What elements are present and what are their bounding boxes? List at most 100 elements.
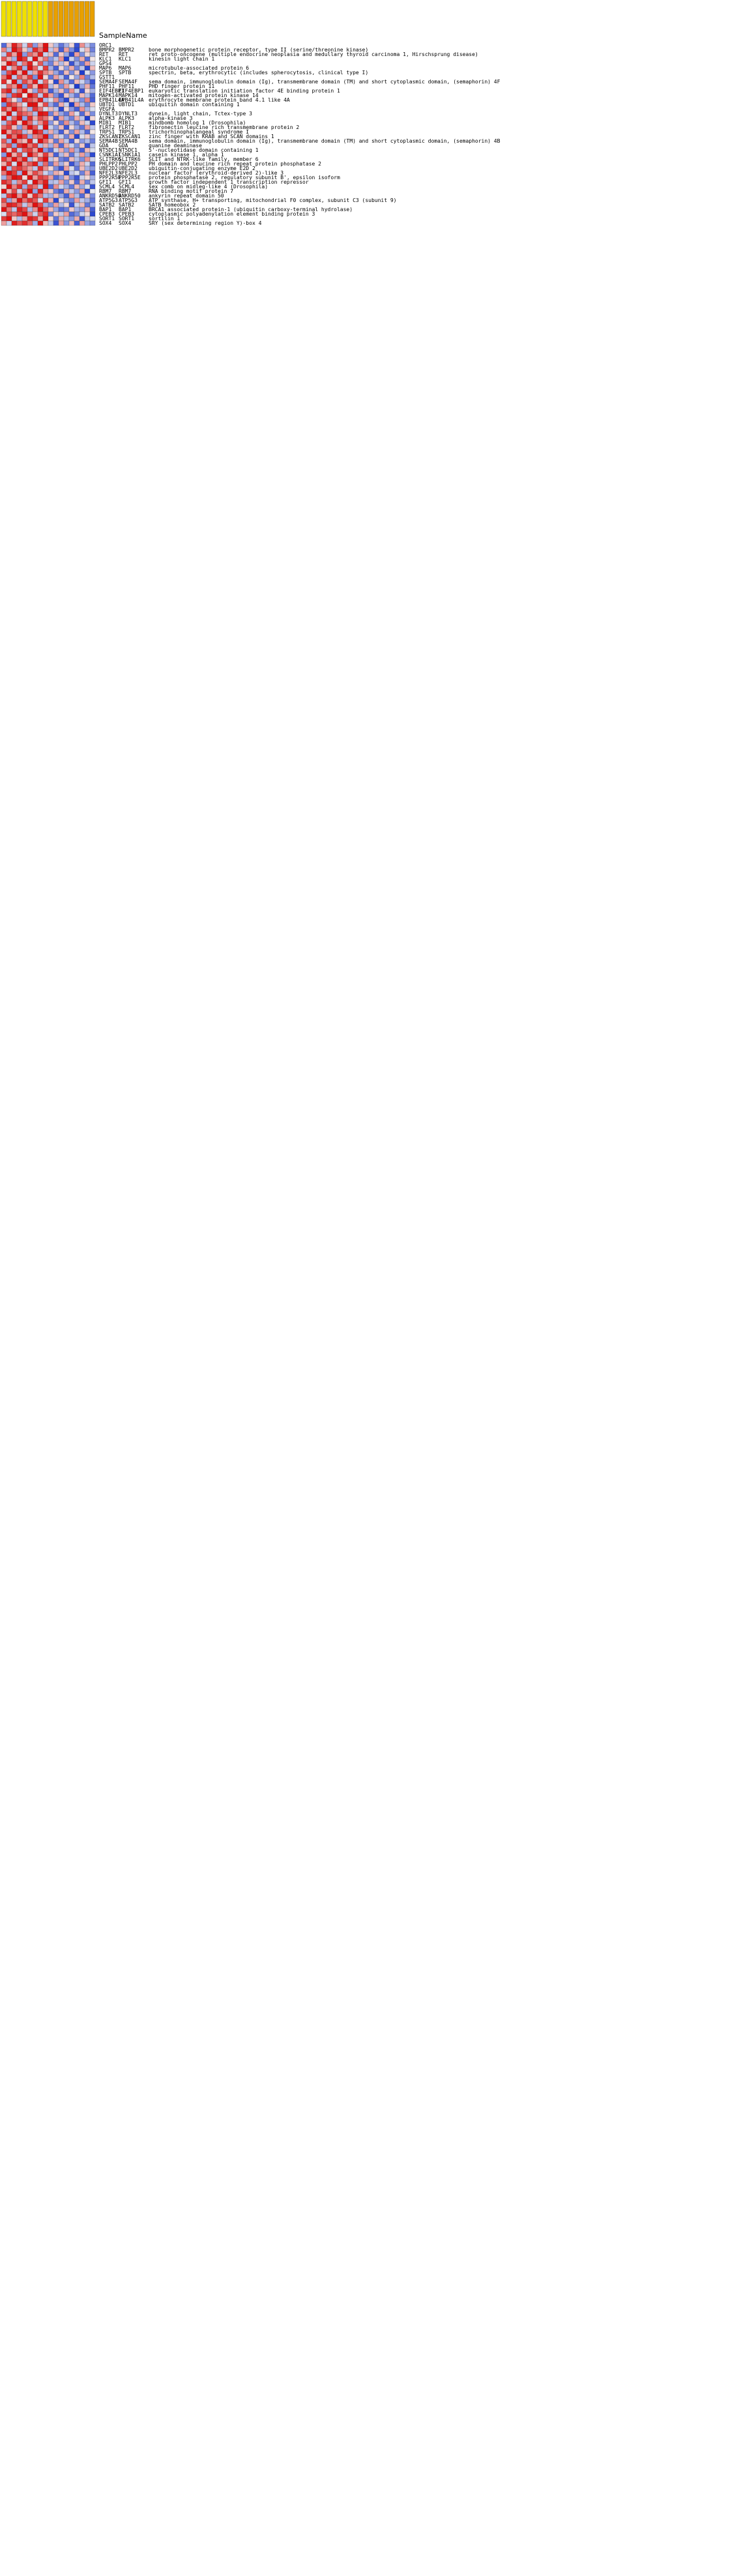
heatmap-cell: [79, 97, 85, 103]
heatmap-cell: [58, 83, 65, 89]
row-label-symbol: UBE2D2: [99, 166, 118, 171]
row-label-symbol: SCML4: [99, 184, 115, 190]
heatmap-cell: [16, 184, 23, 190]
heatmap-cell: [6, 129, 12, 135]
heatmap-cell: [11, 147, 18, 153]
heatmap-cell: [27, 124, 33, 130]
heatmap-cell: [16, 197, 23, 203]
row-label-symbol-repeat: PHF11: [119, 83, 134, 89]
heatmap-cell: [53, 211, 59, 217]
row-label-symbol: DYNLT3: [99, 111, 118, 117]
heatmap-cell: [1, 47, 7, 53]
heatmap-cell: [48, 143, 54, 149]
heatmap-cell: [37, 193, 44, 199]
heatmap-cell: [63, 197, 70, 203]
heatmap-cell: [37, 47, 44, 53]
heatmap-cell: [89, 220, 96, 226]
heatmap-cell: [42, 97, 49, 103]
row-label-symbol-repeat: SEMA4F: [119, 79, 138, 85]
heatmap-cell: [48, 193, 54, 199]
heatmap-cell: [68, 74, 75, 80]
heatmap-cell: [84, 197, 91, 203]
heatmap-cell: [22, 111, 28, 117]
heatmap-cell: [63, 134, 70, 139]
heatmap-cell: [27, 175, 33, 181]
heatmap-cell: [22, 83, 28, 89]
row-label-symbol-repeat: BMPR2: [119, 47, 134, 53]
heatmap-cell: [84, 93, 91, 98]
heatmap-cell: [53, 124, 59, 130]
heatmap-cell: [6, 197, 12, 203]
row-label-symbol: EPB41L4A: [99, 97, 124, 103]
heatmap-cell: [11, 188, 18, 194]
heatmap-cell: [42, 193, 49, 199]
column-header-cell: [74, 1, 80, 37]
heatmap-cell: [37, 65, 44, 71]
row-label-description: spectrin, beta, erythrocytic (includes s…: [149, 70, 368, 76]
heatmap-cell: [48, 161, 54, 167]
heatmap-cell: [63, 83, 70, 89]
heatmap-cell: [89, 138, 96, 144]
heatmap-cell: [27, 179, 33, 185]
heatmap-cell: [11, 216, 18, 222]
heatmap-cell: [58, 188, 65, 194]
heatmap-cell: [68, 193, 75, 199]
heatmap-cell: [63, 56, 70, 62]
heatmap-cell: [27, 220, 33, 226]
heatmap-cell: [53, 93, 59, 98]
row-label-description: mindbomb homolog 1 (Drosophila): [149, 120, 246, 126]
heatmap-cell: [74, 152, 80, 158]
heatmap-cell: [1, 188, 7, 194]
heatmap-cell: [58, 47, 65, 53]
row-label-description: sortilin 1: [149, 216, 180, 222]
heatmap-cell: [1, 152, 7, 158]
row-label-symbol: GFI1: [99, 179, 111, 185]
heatmap-cell: [89, 216, 96, 222]
heatmap-cell: [6, 93, 12, 98]
heatmap-cell: [16, 102, 23, 108]
row-label-description: growth factor independent 1 transcriptio…: [149, 179, 309, 185]
heatmap-cell: [11, 179, 18, 185]
heatmap-cell: [48, 111, 54, 117]
heatmap-cell: [27, 170, 33, 176]
heatmap-cell: [16, 170, 23, 176]
heatmap-cell: [68, 188, 75, 194]
heatmap-cell: [58, 175, 65, 181]
heatmap-cell: [79, 202, 85, 208]
heatmap-cell: [16, 93, 23, 98]
row-label-symbol-repeat: RBM7: [119, 188, 131, 194]
heatmap-cell: [48, 61, 54, 66]
heatmap-cell: [84, 97, 91, 103]
heatmap-cell: [63, 79, 70, 85]
heatmap-cell: [1, 51, 7, 57]
row-label-symbol-repeat: MAPK14: [119, 93, 138, 98]
heatmap-cell: [1, 179, 7, 185]
heatmap-cell: [32, 166, 38, 171]
heatmap-cell: [58, 147, 65, 153]
heatmap-cell: [74, 175, 80, 181]
heatmap-cell: [63, 120, 70, 126]
heatmap-cell: [84, 161, 91, 167]
heatmap-cell: [22, 88, 28, 94]
heatmap-cell: [27, 138, 33, 144]
heatmap-cell: [6, 61, 12, 66]
heatmap-cell: [74, 102, 80, 108]
heatmap-cell: [63, 211, 70, 217]
heatmap-cell: [89, 61, 96, 66]
column-header-cell: [53, 1, 59, 37]
heatmap-cell: [16, 138, 23, 144]
heatmap-cell: [89, 193, 96, 199]
column-header-cell: [84, 1, 90, 37]
row-label-description: guanine deaminase: [149, 143, 202, 149]
heatmap-cell: [68, 202, 75, 208]
row-label-symbol-repeat: EPB41L4A: [119, 97, 144, 103]
heatmap-cell: [16, 106, 23, 112]
heatmap-cell: [1, 175, 7, 181]
heatmap-cell: [48, 179, 54, 185]
heatmap-cell: [58, 115, 65, 121]
column-header-cell: [6, 1, 12, 37]
heatmap-cell: [11, 106, 18, 112]
heatmap-cell: [68, 161, 75, 167]
heatmap-cell: [74, 88, 80, 94]
row-label-symbol: CPEB3: [99, 211, 115, 217]
